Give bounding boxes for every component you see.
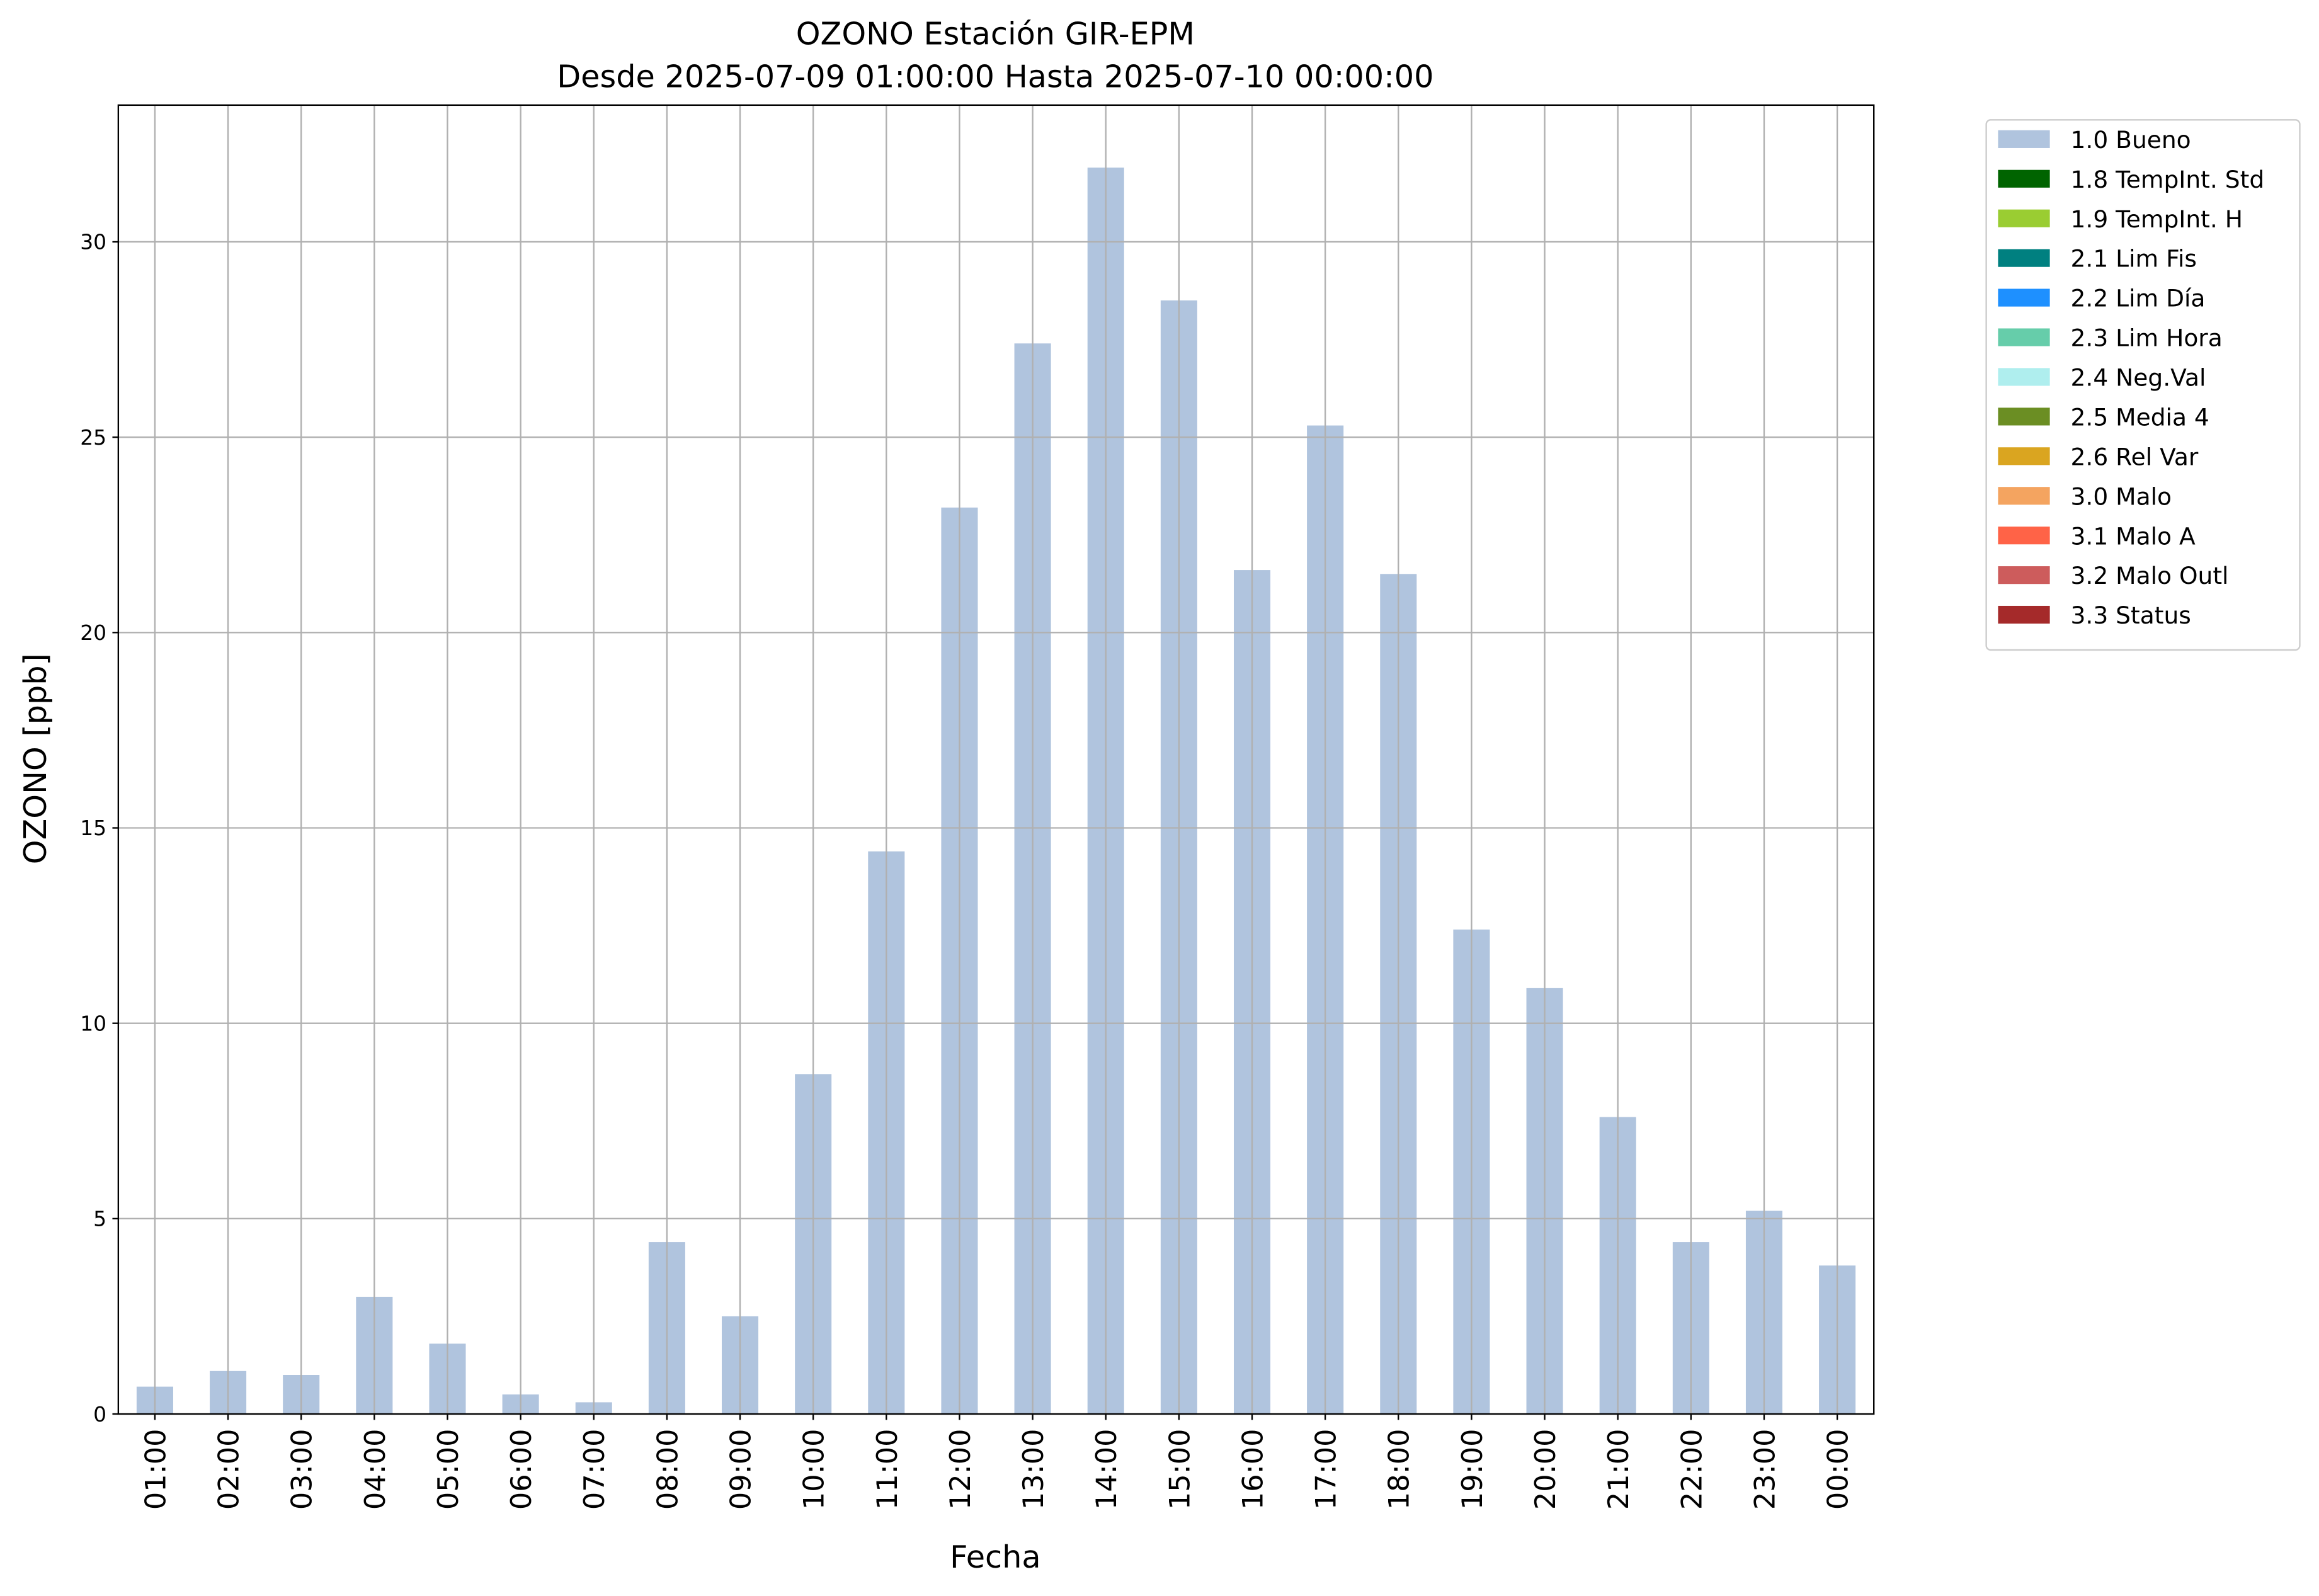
y-tick-label: 0 (93, 1402, 106, 1427)
chart-title: OZONO Estación GIR-EPM (796, 16, 1195, 52)
x-tick-label: 09:00 (724, 1429, 757, 1510)
x-tick-label: 10:00 (798, 1429, 831, 1510)
legend-label: 3.2 Malo Outl (2071, 562, 2229, 590)
legend-swatch (1998, 328, 2050, 346)
legend-swatch (1998, 130, 2050, 148)
y-axis-label: OZONO [ppb] (17, 653, 54, 864)
x-tick-label: 11:00 (871, 1429, 904, 1510)
legend-swatch (1998, 209, 2050, 227)
y-tick-label: 25 (80, 425, 106, 450)
y-tick-label: 5 (93, 1207, 106, 1231)
x-tick-label: 01:00 (139, 1429, 172, 1510)
y-tick-label: 10 (80, 1011, 106, 1035)
axes-frame (117, 104, 1875, 1415)
y-tick-label: 30 (80, 230, 106, 254)
x-tick-label: 23:00 (1748, 1429, 1781, 1510)
legend-label: 2.3 Lim Hora (2071, 324, 2223, 352)
legend-swatch (1998, 447, 2050, 465)
y-tick-label: 15 (80, 816, 106, 840)
legend-label: 3.3 Status (2071, 601, 2191, 629)
x-tick-label: 00:00 (1822, 1429, 1855, 1510)
legend-swatch (1998, 487, 2050, 505)
legend-swatch (1998, 368, 2050, 386)
x-tick-label: 15:00 (1163, 1429, 1196, 1510)
legend-swatch (1998, 249, 2050, 267)
x-tick-label: 07:00 (578, 1429, 611, 1510)
x-tick-label: 20:00 (1529, 1429, 1562, 1510)
legend-label: 2.1 Lim Fis (2071, 245, 2197, 273)
x-tick-label: 21:00 (1602, 1429, 1635, 1510)
x-tick-label: 12:00 (944, 1429, 977, 1510)
chart-subtitle: Desde 2025-07-09 01:00:00 Hasta 2025-07-… (557, 59, 1433, 95)
x-tick-label: 04:00 (359, 1429, 392, 1510)
x-tick-label: 22:00 (1675, 1429, 1708, 1510)
legend-box (1985, 119, 2301, 651)
x-tick-label: 02:00 (213, 1429, 246, 1510)
legend-label: 1.8 TempInt. Std (2071, 166, 2265, 193)
x-tick-label: 18:00 (1383, 1429, 1416, 1510)
plot-area: 01:00 02:00 03:00 04:00 05:00 06:00 07:00 08:00… (80, 104, 1875, 1510)
legend-swatch (1998, 169, 2050, 188)
x-tick-label: 17:00 (1310, 1429, 1343, 1510)
x-tick-label: 06:00 (505, 1429, 538, 1510)
x-tick-label: 03:00 (286, 1429, 319, 1510)
legend-label: 1.9 TempInt. H (2071, 205, 2243, 233)
legend-label: 2.6 Rel Var (2071, 443, 2199, 470)
legend-label: 3.0 Malo (2071, 482, 2172, 510)
x-tick-label: 08:00 (651, 1429, 684, 1510)
legend-label: 2.4 Neg.Val (2071, 364, 2206, 392)
y-tick-label: 20 (80, 620, 106, 645)
legend-label: 3.1 Malo A (2071, 522, 2196, 550)
x-tick-label: 16:00 (1236, 1429, 1269, 1510)
legend-label: 2.2 Lim Día (2071, 285, 2206, 312)
legend-swatch (1998, 605, 2050, 624)
x-tick-label: 05:00 (432, 1429, 465, 1510)
x-tick-label: 14:00 (1090, 1429, 1123, 1510)
legend-swatch (1998, 527, 2050, 545)
legend-label: 2.5 Media 4 (2071, 403, 2209, 431)
legend-label: 1.0 Bueno (2071, 126, 2191, 154)
legend-swatch (1998, 566, 2050, 584)
x-axis-label: Fecha (950, 1539, 1041, 1575)
legend-swatch (1998, 408, 2050, 426)
x-tick-label: 13:00 (1017, 1429, 1050, 1510)
legend: 1.0 Bueno 1.8 TempInt. Std 1.9 TempInt. H 2… (1985, 119, 2301, 651)
x-tick-label: 19:00 (1456, 1429, 1489, 1510)
legend-swatch (1998, 288, 2050, 307)
